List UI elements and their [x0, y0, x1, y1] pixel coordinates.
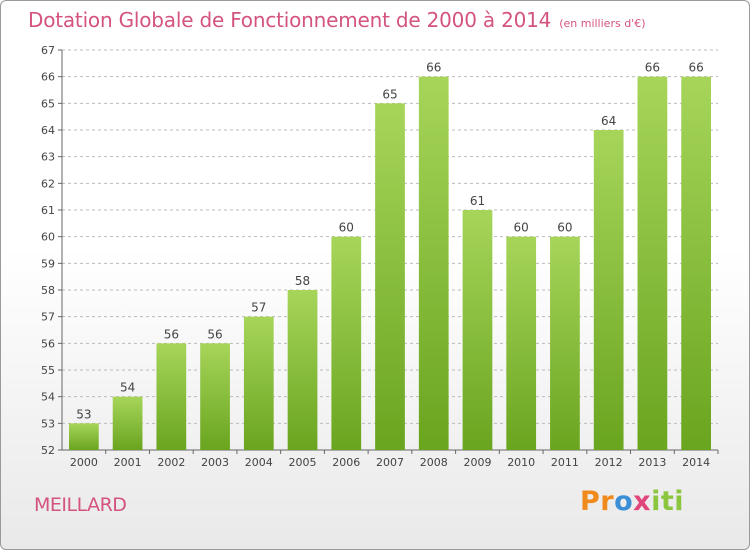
bar — [287, 290, 318, 450]
y-tick-label: 57 — [41, 311, 55, 324]
data-label: 61 — [470, 194, 485, 208]
x-tick-label: 2006 — [332, 456, 360, 469]
y-tick-label: 61 — [41, 204, 55, 217]
x-tick-label: 2007 — [376, 456, 404, 469]
bar — [112, 396, 143, 450]
bar — [462, 210, 493, 450]
x-tick-label: 2011 — [551, 456, 579, 469]
y-tick-label: 56 — [41, 337, 55, 350]
y-tick-label: 53 — [41, 417, 55, 430]
data-label: 60 — [514, 221, 529, 235]
logo-part-2: o — [614, 486, 634, 517]
x-tick-label: 2002 — [157, 456, 185, 469]
y-tick-label: 59 — [41, 257, 55, 270]
chart-title-main: Dotation Globale de Fonctionnement de 20… — [28, 8, 552, 32]
x-tick-label: 2000 — [70, 456, 98, 469]
x-tick-label: 2004 — [245, 456, 273, 469]
logo-part-4: iti — [651, 486, 685, 517]
data-label: 53 — [76, 407, 91, 421]
data-label: 56 — [207, 327, 222, 341]
data-label: 56 — [164, 327, 179, 341]
x-tick-label: 2013 — [638, 456, 666, 469]
bar — [331, 236, 362, 450]
logo-part-1: Pr — [580, 486, 615, 517]
bar — [156, 343, 187, 450]
data-label: 64 — [601, 114, 616, 128]
y-tick-label: 67 — [41, 44, 55, 57]
bar — [506, 236, 537, 450]
x-tick-label: 2012 — [595, 456, 623, 469]
y-tick-label: 55 — [41, 364, 55, 377]
data-labels: 53 54 56 56 57 58 60 65 66 61 60 60 64 66 66 — [76, 61, 704, 422]
x-tick-label: 2005 — [289, 456, 317, 469]
bar — [375, 103, 405, 450]
data-label: 65 — [382, 87, 397, 101]
proxiti-logo[interactable]: Proxiti — [580, 486, 684, 517]
y-tick-label: 62 — [41, 177, 55, 190]
x-tick-labels: 2000 2001 2002 2003 2004 2005 2006 2007 2008 2009… — [70, 456, 710, 469]
bar — [637, 76, 668, 451]
x-tick-label: 2009 — [463, 456, 491, 469]
y-tick-label: 58 — [41, 284, 55, 297]
data-label: 60 — [557, 221, 572, 235]
y-tick-label: 63 — [41, 151, 55, 164]
logo-part-3: x — [633, 486, 652, 517]
bar — [418, 76, 449, 451]
x-tick-label: 2014 — [682, 456, 710, 469]
commune-name: MEILLARD — [34, 494, 127, 516]
bar — [593, 130, 624, 450]
x-tick-label: 2001 — [114, 456, 142, 469]
bars — [68, 76, 712, 451]
bar — [68, 423, 99, 450]
y-tick-label: 54 — [41, 391, 55, 404]
x-tick-label: 2003 — [201, 456, 229, 469]
y-tick-label: 65 — [41, 97, 55, 110]
data-label: 54 — [120, 381, 135, 395]
x-tick-label: 2010 — [507, 456, 535, 469]
x-tick-label: 2008 — [420, 456, 448, 469]
y-tick-label: 64 — [41, 124, 55, 137]
bar — [243, 316, 274, 450]
data-label: 66 — [645, 61, 660, 75]
bar — [681, 76, 712, 451]
data-label: 60 — [339, 221, 354, 235]
chart-title-unit: (en milliers d'€) — [559, 17, 646, 30]
data-label: 66 — [426, 61, 441, 75]
y-tick-label: 52 — [41, 444, 55, 457]
data-label: 57 — [251, 301, 266, 315]
y-tick-labels: 52 53 54 55 56 57 58 59 60 61 62 63 64 65 66 67 — [41, 44, 55, 457]
bar — [200, 343, 230, 450]
data-label: 66 — [688, 61, 703, 75]
chart-title: Dotation Globale de Fonctionnement de 20… — [28, 8, 645, 32]
y-tick-label: 66 — [41, 71, 55, 84]
data-label: 58 — [295, 274, 310, 288]
y-tick-label: 60 — [41, 231, 55, 244]
bar — [550, 236, 580, 450]
